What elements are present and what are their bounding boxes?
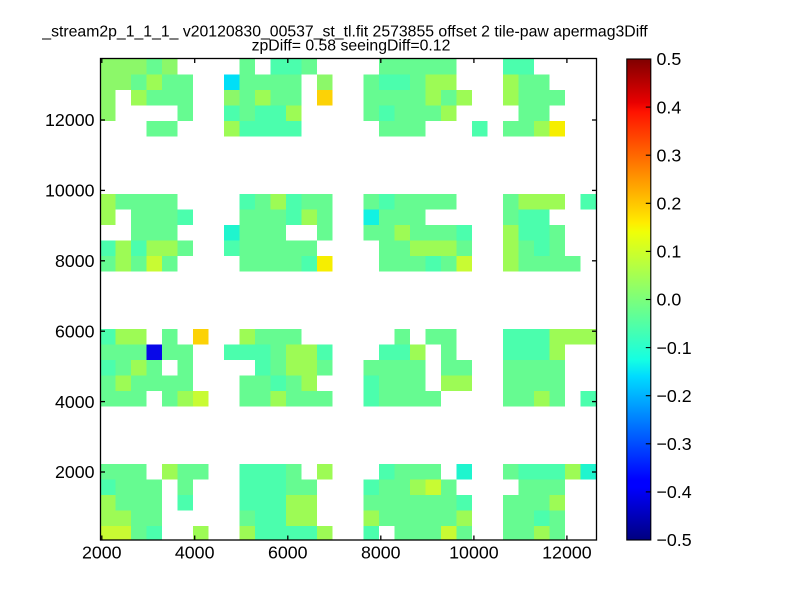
svg-text:0.2: 0.2 <box>657 194 682 214</box>
svg-text:−0.5: −0.5 <box>657 530 692 550</box>
svg-text:_stream2p_1_1_1_ v20120830_005: _stream2p_1_1_1_ v20120830_00537_st_tl.f… <box>41 24 648 41</box>
svg-text:−0.3: −0.3 <box>657 434 692 454</box>
svg-text:4000: 4000 <box>55 392 95 412</box>
svg-text:8000: 8000 <box>361 543 401 563</box>
svg-text:0.0: 0.0 <box>657 290 682 310</box>
svg-text:0.3: 0.3 <box>657 145 682 165</box>
svg-text:2000: 2000 <box>82 543 122 563</box>
svg-text:10000: 10000 <box>45 181 95 201</box>
svg-text:6000: 6000 <box>55 321 95 341</box>
svg-text:−0.1: −0.1 <box>657 338 692 358</box>
svg-text:8000: 8000 <box>55 251 95 271</box>
svg-text:−0.4: −0.4 <box>657 482 692 502</box>
svg-text:−0.2: −0.2 <box>657 386 692 406</box>
svg-text:10000: 10000 <box>449 543 499 563</box>
svg-text:12000: 12000 <box>45 110 95 130</box>
svg-text:6000: 6000 <box>268 543 308 563</box>
svg-text:0.1: 0.1 <box>657 242 682 262</box>
svg-text:4000: 4000 <box>175 543 215 563</box>
svg-text:0.4: 0.4 <box>657 97 682 117</box>
svg-text:0.5: 0.5 <box>657 49 682 69</box>
svg-text:12000: 12000 <box>542 543 592 563</box>
svg-text:2000: 2000 <box>55 462 95 482</box>
svg-text:zpDiff= 0.58 seeingDiff=0.12: zpDiff= 0.58 seeingDiff=0.12 <box>252 38 451 55</box>
